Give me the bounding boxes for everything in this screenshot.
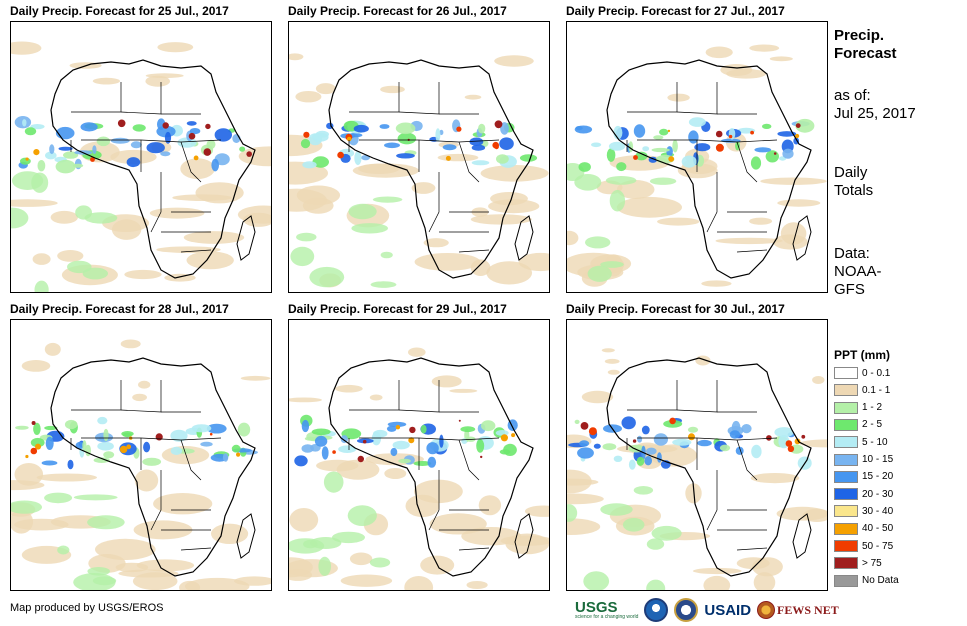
legend-item: 2 - 5 <box>834 417 882 433</box>
data-label: Data: <box>834 245 870 262</box>
side-title-line1: Precip. <box>834 27 885 44</box>
asof-date: Jul 25, 2017 <box>834 105 916 122</box>
legend-label: > 75 <box>862 557 882 569</box>
forecast-panel-6: Daily Precip. Forecast for 30 Jul., 2017 <box>566 302 828 592</box>
legend-swatch <box>834 557 858 570</box>
africa-map-graphic <box>567 348 827 590</box>
legend-swatch <box>834 418 858 431</box>
africa-map-graphic <box>11 339 271 590</box>
panel-title: Daily Precip. Forecast for 30 Jul., 2017 <box>566 302 785 316</box>
africa-map-graphic <box>11 41 271 292</box>
precip-map <box>10 319 272 591</box>
asof-label: as of: <box>834 87 871 104</box>
legend-item: 40 - 50 <box>834 521 893 537</box>
panel-title: Daily Precip. Forecast for 25 Jul., 2017 <box>10 4 229 18</box>
usgs-logo-text: USGS <box>575 599 618 616</box>
precip-map <box>566 319 828 591</box>
legend-swatch <box>834 470 858 483</box>
africa-map-graphic <box>567 44 827 287</box>
legend-label: 50 - 75 <box>862 540 894 552</box>
legend-swatch <box>834 488 858 501</box>
usgs-logo: USGS science for a changing world <box>575 600 638 620</box>
legend-swatch <box>834 453 858 466</box>
legend-label: 5 - 10 <box>862 436 888 448</box>
legend-swatch <box>834 505 858 518</box>
legend-item: 10 - 15 <box>834 452 893 468</box>
legend-label: 0 - 0.1 <box>862 367 891 379</box>
legend-swatch <box>834 574 858 587</box>
legend-label: 30 - 40 <box>862 505 894 517</box>
dos-seal-icon <box>674 598 699 622</box>
panel-title: Daily Precip. Forecast for 26 Jul., 2017 <box>288 4 507 18</box>
legend-swatch <box>834 367 858 379</box>
legend-label: 10 - 15 <box>862 454 894 465</box>
noaa-logo-icon <box>644 598 669 622</box>
forecast-panel-4: Daily Precip. Forecast for 28 Jul., 2017 <box>10 302 272 592</box>
legend-label: 0.1 - 1 <box>862 384 891 396</box>
precip-map <box>566 21 828 293</box>
africa-map-graphic <box>289 347 549 590</box>
legend-swatch <box>834 522 858 535</box>
usaid-logo-text: USAID <box>704 601 752 619</box>
precip-map <box>288 21 550 293</box>
data-source-line2: GFS <box>834 281 865 298</box>
panel-title: Daily Precip. Forecast for 29 Jul., 2017 <box>288 302 507 316</box>
legend-swatch <box>834 401 858 414</box>
legend-swatch <box>834 540 858 552</box>
panel-title: Daily Precip. Forecast for 27 Jul., 2017 <box>566 4 785 18</box>
map-credit: Map produced by USGS/EROS <box>10 602 164 614</box>
legend-swatch <box>834 436 858 449</box>
legend-label: No Data <box>862 575 899 587</box>
legend-item: > 75 <box>834 555 882 571</box>
legend-item: 0.1 - 1 <box>834 382 890 398</box>
legend-label: 1 - 2 <box>862 402 883 414</box>
fews-globe-icon <box>757 601 776 619</box>
logo-strip: USGS science for a changing world USAID … <box>575 596 839 624</box>
fews-net-logo: FEWS NET <box>757 601 839 619</box>
side-title-line2: Forecast <box>834 45 897 62</box>
legend-item: 20 - 30 <box>834 486 893 502</box>
legend-item: 1 - 2 <box>834 400 882 416</box>
precip-map <box>10 21 272 293</box>
forecast-panel-5: Daily Precip. Forecast for 29 Jul., 2017 <box>288 302 550 592</box>
forecast-panel-1: Daily Precip. Forecast for 25 Jul., 2017 <box>10 4 272 294</box>
data-source-line1: NOAA- <box>834 263 882 280</box>
legend-item: No Data <box>834 573 899 589</box>
legend-label: 40 - 50 <box>862 523 894 535</box>
africa-map-graphic <box>289 53 549 288</box>
legend-item: 30 - 40 <box>834 503 893 519</box>
forecast-panel-3: Daily Precip. Forecast for 27 Jul., 2017 <box>566 4 828 294</box>
totals-line1: Daily <box>834 164 868 181</box>
usgs-tagline: science for a changing world <box>575 614 639 620</box>
precip-map <box>288 319 550 591</box>
legend-label: 20 - 30 <box>862 488 894 500</box>
panel-title: Daily Precip. Forecast for 28 Jul., 2017 <box>10 302 229 316</box>
legend-title: PPT (mm) <box>834 348 891 362</box>
legend-item: 0 - 0.1 <box>834 365 890 381</box>
legend-label: 15 - 20 <box>862 471 894 483</box>
legend-item: 50 - 75 <box>834 538 893 554</box>
legend-item: 15 - 20 <box>834 469 893 485</box>
totals-line2: Totals <box>834 182 874 199</box>
forecast-panel-2: Daily Precip. Forecast for 26 Jul., 2017 <box>288 4 550 294</box>
legend-item: 5 - 10 <box>834 434 888 450</box>
legend-swatch <box>834 384 858 397</box>
legend-label: 2 - 5 <box>862 419 883 431</box>
fews-net-text: FEWS NET <box>777 602 839 617</box>
